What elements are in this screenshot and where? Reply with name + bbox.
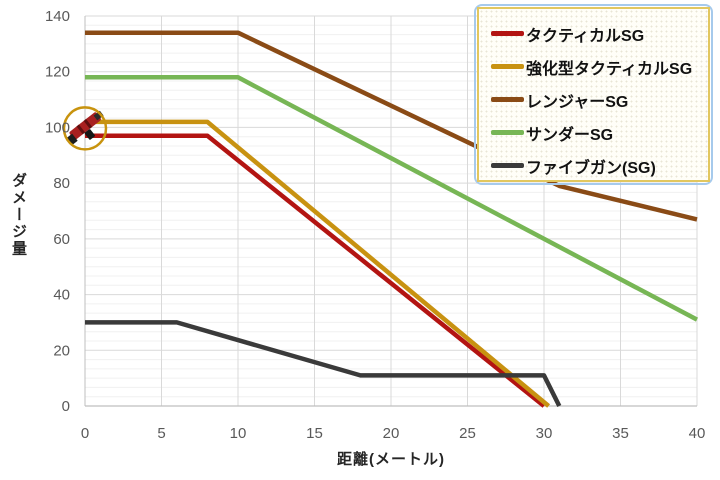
y-tick-label: 60 [53,231,70,248]
series-line-3[interactable] [85,75,699,322]
legend-item-tactical-sg[interactable]: タクティカルSG [491,17,708,50]
legend-label: 強化型タクティカルSG [526,60,693,78]
x-tick-label: 30 [536,425,553,442]
y-tick-label: 20 [53,342,70,359]
x-tick-label: 40 [689,425,706,442]
x-tick-label: 5 [157,425,165,442]
shotgun-icon [62,106,108,151]
legend-swatch-fivegun-sg [491,163,524,168]
y-tick-label: 120 [45,64,70,81]
legend-swatch-tactical-sg [491,31,524,36]
legend-label: ファイブガン(SG) [526,159,656,177]
legend-body: タクティカルSG 強化型タクティカルSG レンジャーSG サンダーSG ファイブ… [477,7,710,182]
legend-item-enhanced-tactical-sg[interactable]: 強化型タクティカルSG [491,50,708,83]
legend-swatch-ranger-sg [491,97,524,102]
legend-item-thunder-sg[interactable]: サンダーSG [491,116,708,149]
x-tick-label: 20 [383,425,400,442]
y-tick-label: 140 [45,8,70,25]
x-tick-label: 15 [306,425,323,442]
series-line-0[interactable] [85,133,546,408]
legend-label: レンジャーSG [526,93,629,111]
legend-label: サンダーSG [526,126,614,144]
legend-item-ranger-sg[interactable]: レンジャーSG [491,83,708,116]
series-line-1[interactable] [85,119,551,408]
y-tick-label: 100 [45,119,70,136]
legend-label: タクティカルSG [526,27,645,45]
x-axis-title: 距離(メートル) [337,451,445,468]
x-tick-label: 10 [230,425,247,442]
y-tick-label: 80 [53,175,70,192]
x-tick-label: 25 [459,425,476,442]
y-tick-label: 0 [62,398,70,415]
y-axis-title: ダメージ量 [10,172,27,258]
legend[interactable]: タクティカルSG 強化型タクティカルSG レンジャーSG サンダーSG ファイブ… [474,4,713,185]
x-tick-label: 35 [612,425,629,442]
legend-item-fivegun-sg[interactable]: ファイブガン(SG) [491,149,708,182]
x-tick-label: 0 [81,425,89,442]
legend-swatch-thunder-sg [491,130,524,135]
series-line-2[interactable] [85,30,698,222]
series-line-4[interactable] [85,320,562,408]
y-tick-label: 40 [53,287,70,304]
legend-swatch-enhanced-tactical-sg [491,64,524,69]
